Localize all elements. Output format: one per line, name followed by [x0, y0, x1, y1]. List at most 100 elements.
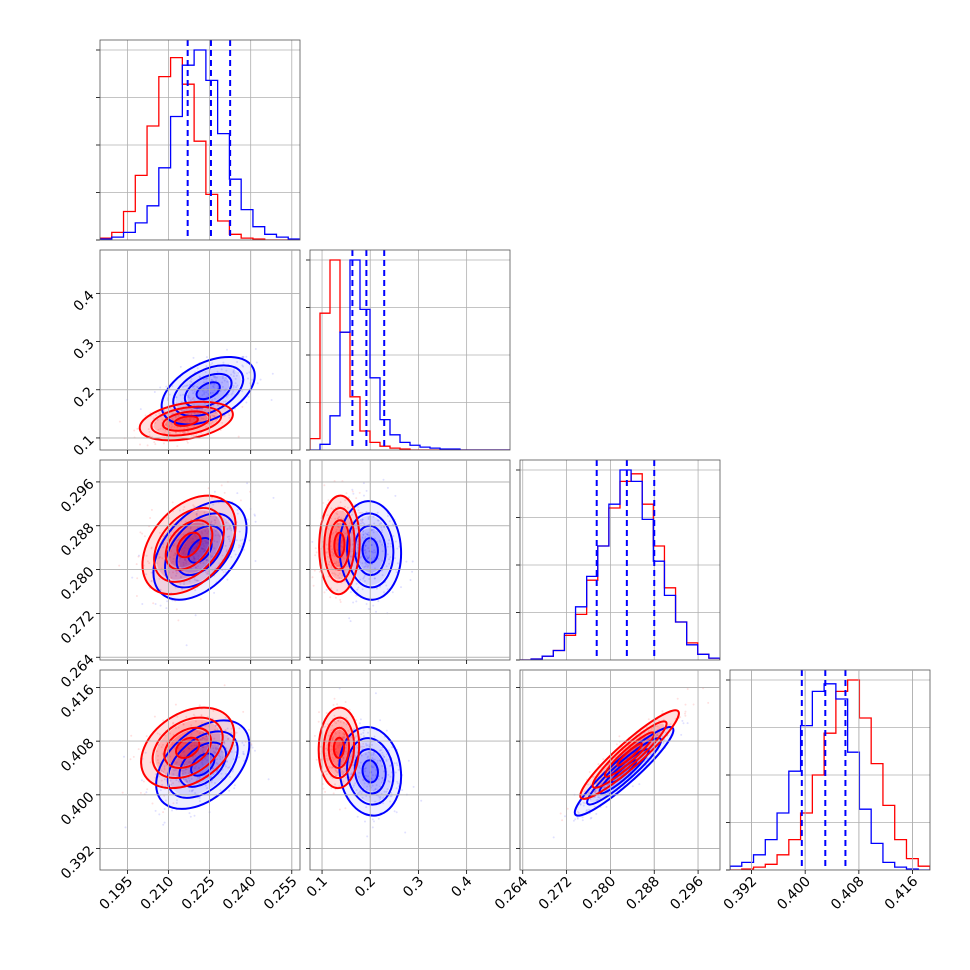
sample-point — [196, 385, 198, 388]
sample-point — [173, 542, 176, 545]
sample-point — [194, 547, 197, 550]
sample-point — [396, 547, 399, 550]
sample-point — [204, 542, 207, 545]
sample-point — [358, 771, 361, 774]
sample-point — [159, 588, 162, 591]
sample-point — [379, 760, 382, 763]
sample-point — [224, 716, 227, 719]
sample-point — [390, 771, 393, 774]
sample-point — [165, 607, 168, 610]
sample-point — [182, 750, 185, 752]
sample-point — [330, 564, 333, 567]
sample-point — [346, 506, 349, 509]
sample-point — [150, 580, 153, 583]
sample-point — [176, 761, 179, 764]
sample-point — [361, 796, 364, 799]
sample-point — [176, 445, 179, 448]
sample-point — [183, 385, 186, 388]
sample-point — [352, 764, 355, 767]
sample-point — [201, 749, 204, 752]
sample-point — [155, 562, 158, 565]
sample-point — [169, 779, 172, 782]
sample-point — [182, 564, 185, 566]
sample-point — [361, 518, 364, 521]
sample-point — [210, 496, 213, 499]
sample-point — [205, 559, 208, 561]
sample-point — [325, 770, 328, 773]
sample-point — [184, 544, 187, 546]
sample-point — [242, 365, 245, 368]
sample-point — [566, 807, 569, 810]
sample-point — [199, 420, 202, 423]
sample-point — [207, 487, 210, 490]
sample-point — [362, 778, 365, 781]
sample-point — [207, 744, 210, 747]
sample-point — [270, 399, 273, 401]
sample-point — [345, 776, 348, 779]
sample-point — [211, 391, 214, 394]
sample-point — [138, 554, 140, 557]
sample-point — [350, 555, 353, 558]
sample-point — [191, 755, 194, 758]
sample-point — [582, 801, 585, 804]
sample-point — [137, 748, 140, 751]
sample-point — [319, 745, 322, 748]
sample-point — [201, 761, 203, 764]
sample-point — [394, 771, 397, 774]
panel-frame — [309, 249, 511, 451]
sample-point — [355, 735, 358, 738]
sample-point — [330, 729, 333, 732]
sample-point — [164, 423, 167, 426]
sample-point — [225, 369, 228, 372]
sample-point — [325, 588, 328, 591]
sample-point — [183, 546, 186, 549]
sample-point — [172, 802, 175, 805]
sample-point — [139, 408, 142, 411]
plot-area — [100, 670, 300, 870]
sample-point — [232, 375, 235, 378]
y-tick-label: 0.3 — [71, 336, 98, 363]
sample-point — [386, 486, 389, 489]
sample-point — [576, 810, 579, 813]
sample-point — [179, 394, 182, 397]
sample-point — [180, 400, 183, 403]
plot-area — [310, 670, 510, 870]
sample-point — [353, 784, 355, 787]
sample-point — [332, 753, 334, 756]
sample-point — [349, 620, 352, 623]
sample-point — [235, 731, 238, 734]
sample-point — [389, 556, 392, 559]
sample-point — [214, 724, 217, 727]
sample-point — [329, 744, 332, 747]
sample-point — [326, 514, 329, 517]
sample-point — [362, 779, 365, 782]
sample-point — [686, 722, 689, 725]
sample-point — [236, 384, 239, 387]
sample-point — [606, 783, 609, 786]
sample-point — [334, 562, 337, 565]
sample-point — [205, 378, 208, 381]
sample-point — [318, 570, 321, 573]
x-tick-label: 0.264 — [492, 873, 532, 913]
sample-point — [207, 527, 209, 530]
sample-point — [176, 539, 179, 542]
sample-point — [368, 578, 371, 580]
sample-point — [680, 733, 683, 736]
sample-point — [351, 771, 354, 774]
sample-point — [209, 776, 212, 779]
sample-point — [364, 770, 367, 773]
contour-series-b — [579, 709, 680, 800]
sample-point — [201, 540, 204, 543]
sample-point — [207, 744, 210, 747]
sample-point — [172, 722, 174, 725]
sample-point — [186, 421, 189, 424]
sample-point — [340, 540, 343, 543]
sample-point — [150, 546, 153, 549]
contour-series-a — [346, 512, 395, 589]
sample-point — [345, 744, 348, 746]
sample-point — [185, 780, 188, 782]
sample-point — [684, 703, 687, 706]
sample-point — [224, 544, 227, 547]
scatter-panel: 0.392 0.400 0.408 0.416 0.195 0.210 0.225 0.240… — [58, 669, 301, 913]
